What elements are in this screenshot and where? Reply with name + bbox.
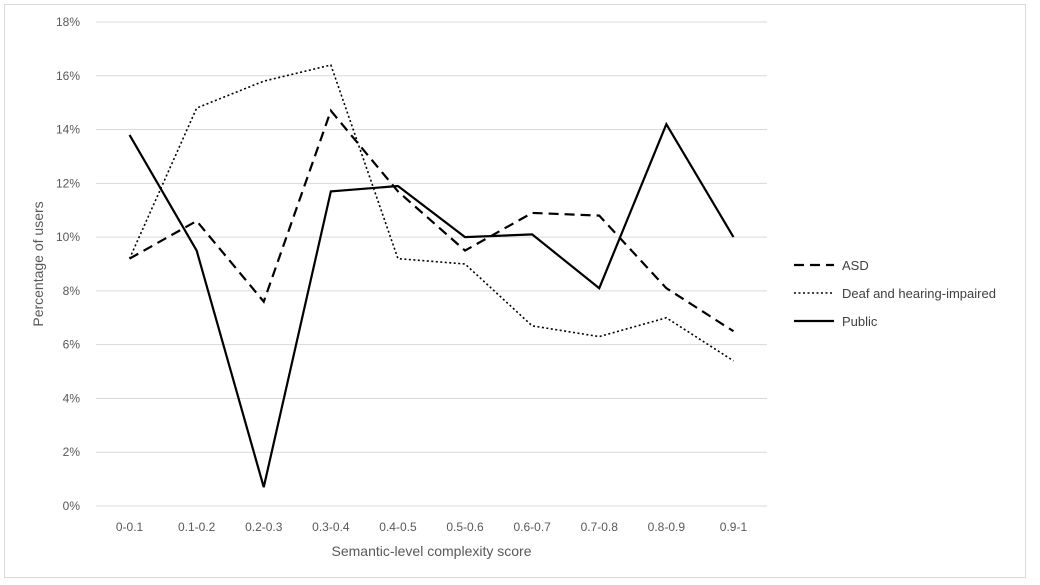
legend-label: Public [842,314,878,329]
y-tick-label: 16% [56,69,80,83]
x-tick-label: 0.4-0.5 [379,520,417,534]
y-tick-label: 8% [63,284,81,298]
legend-label: ASD [842,258,869,273]
y-axis-ticks: 0% 2% 4% 6% 8% 10% 12% 14% 16% 18% [56,15,80,513]
x-axis-ticks: 0-0.1 0.1-0.2 0.2-0.3 0.3-0.4 0.4-0.5 0.5-0.6… [116,520,748,534]
x-tick-label: 0.8-0.9 [648,520,686,534]
chart-frame: 0% 2% 4% 6% 8% 10% 12% 14% 16% 18% 0-0.1 0.1-0.2 0.… [4,4,1026,578]
y-tick-label: 12% [56,176,80,190]
x-tick-label: 0.9-1 [720,520,748,534]
y-tick-label: 4% [63,391,81,405]
x-tick-label: 0.3-0.4 [312,520,350,534]
x-tick-label: 0-0.1 [116,520,144,534]
x-tick-label: 0.2-0.3 [245,520,283,534]
x-tick-label: 0.5-0.6 [446,520,484,534]
x-tick-label: 0.6-0.7 [513,520,551,534]
y-tick-label: 6% [63,338,81,352]
legend-label: Deaf and hearing-impaired [842,286,996,301]
legend: ASD Deaf and hearing-impaired Public [794,258,996,329]
series-line-asd [129,108,735,333]
series-line-deaf-and-hearing-impaired [128,64,734,362]
line-chart: 0% 2% 4% 6% 8% 10% 12% 14% 16% 18% 0-0.1 0.1-0.2 0.… [30,15,996,559]
y-axis-title: Percentage of users [30,201,46,326]
series-lines [128,64,735,488]
y-tick-label: 2% [63,445,81,459]
y-tick-label: 18% [56,15,80,29]
gridlines [96,21,767,507]
y-tick-label: 10% [56,230,80,244]
x-tick-label: 0.7-0.8 [581,520,619,534]
y-tick-label: 14% [56,123,80,137]
series-line-public [128,121,735,488]
y-tick-label: 0% [63,499,81,513]
x-axis-title: Semantic-level complexity score [332,543,532,559]
x-tick-label: 0.1-0.2 [178,520,216,534]
